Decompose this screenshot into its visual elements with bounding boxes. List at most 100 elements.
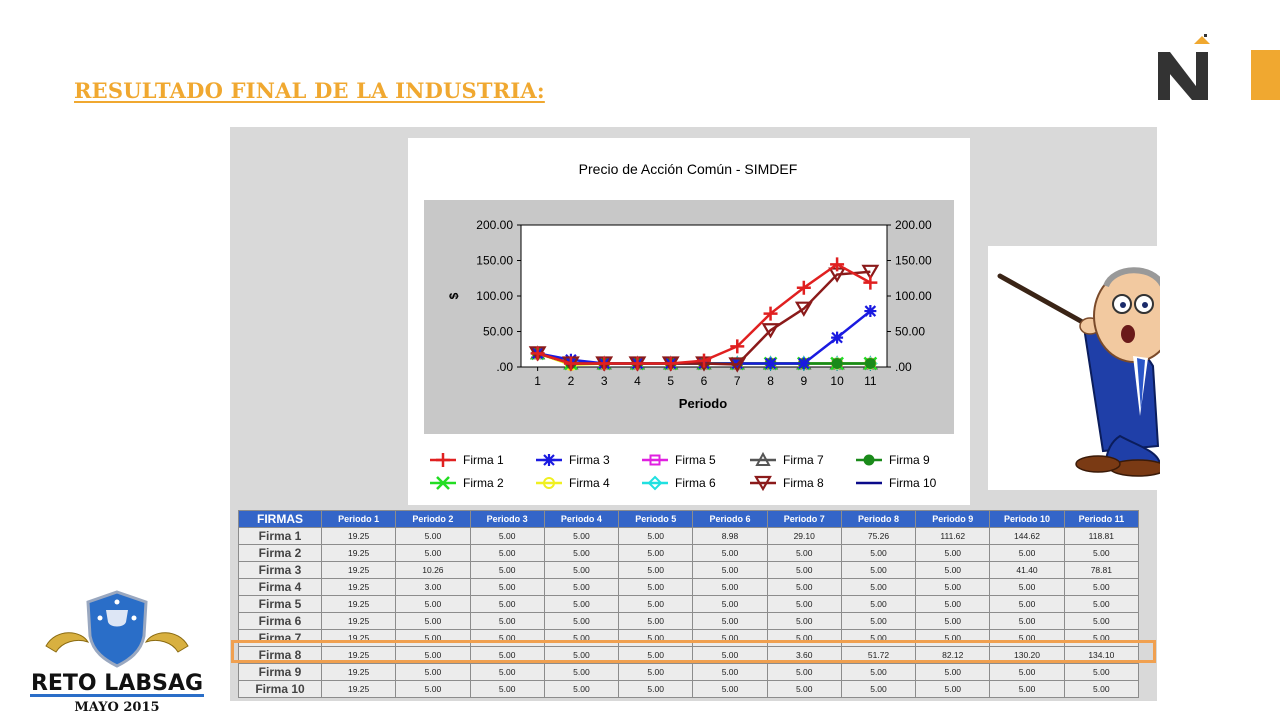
table-cell: 19.25 bbox=[320, 663, 397, 681]
professor-illustration-icon bbox=[988, 246, 1160, 490]
data-point bbox=[730, 339, 745, 354]
legend-marker bbox=[543, 454, 555, 466]
table-cell: 5.00 bbox=[840, 544, 917, 562]
legend-label: Firma 6 bbox=[675, 476, 716, 490]
table-cell: 75.26 bbox=[840, 527, 917, 545]
table-cell: 19.25 bbox=[320, 595, 397, 613]
table-cell: 5.00 bbox=[766, 612, 842, 630]
table-cell: 5.00 bbox=[395, 612, 471, 630]
table-cell: 5.00 bbox=[618, 663, 694, 681]
column-header: Periodo 1 bbox=[320, 510, 397, 528]
table-cell: 19.25 bbox=[320, 578, 397, 596]
table-cell: 5.00 bbox=[692, 544, 768, 562]
table-cell: 5.00 bbox=[766, 578, 842, 596]
row-firm-name: Firma 10 bbox=[238, 680, 322, 698]
data-point bbox=[597, 356, 612, 371]
legend-marker bbox=[754, 475, 772, 492]
y-tick-label-right: 200.00 bbox=[895, 218, 932, 232]
legend-item-6: Firma 6 bbox=[642, 475, 716, 491]
legend-item-8: Firma 8 bbox=[750, 475, 824, 492]
column-header: Periodo 6 bbox=[692, 510, 768, 528]
table-cell: 51.72 bbox=[840, 646, 917, 664]
chart-container: Precio de Acción Común - SIMDEF .00 50.00… bbox=[408, 138, 970, 505]
table-cell: 5.00 bbox=[618, 544, 694, 562]
table-cell: 5.00 bbox=[766, 544, 842, 562]
legend-label: Firma 7 bbox=[783, 453, 824, 467]
x-tick-label: 4 bbox=[634, 374, 641, 388]
table-row: Firma 4 19.25 3.00 5.00 5.00 5.00 5.00 5.00 5.00… bbox=[238, 578, 1140, 596]
legend-marker bbox=[649, 454, 661, 466]
table-cell: 5.00 bbox=[692, 578, 768, 596]
plot-area bbox=[520, 224, 888, 368]
legend-item-1: Firma 1 bbox=[430, 453, 504, 467]
column-header: Periodo 4 bbox=[543, 510, 620, 528]
table-cell: 5.00 bbox=[469, 544, 545, 562]
table-cell: 5.00 bbox=[989, 680, 1065, 698]
data-point bbox=[830, 257, 845, 272]
legend-label: Firma 8 bbox=[783, 476, 824, 490]
table-body: Firma 1 19.25 5.00 5.00 5.00 5.00 8.98 29.10 75.… bbox=[238, 527, 1140, 698]
legend-item-5: Firma 5 bbox=[642, 453, 716, 467]
slide-title: RESULTADO FINAL DE LA INDUSTRIA: bbox=[74, 78, 545, 103]
table-cell: 5.00 bbox=[989, 663, 1065, 681]
table-cell: 5.00 bbox=[618, 612, 694, 630]
table-cell: 19.25 bbox=[320, 527, 397, 545]
x-tick-label: 9 bbox=[800, 374, 807, 388]
table-cell: 5.00 bbox=[469, 646, 545, 664]
x-tick-label: 1 bbox=[534, 374, 541, 388]
table-cell: 5.00 bbox=[469, 595, 545, 613]
x-tick-label: 7 bbox=[734, 374, 741, 388]
legend-marker bbox=[543, 477, 555, 489]
table-cell: 5.00 bbox=[840, 663, 917, 681]
table-cell: 5.00 bbox=[395, 527, 471, 545]
highlight-frame-firma-8 bbox=[231, 640, 1156, 663]
legend-label: Firma 9 bbox=[889, 453, 930, 467]
table-cell: 5.00 bbox=[543, 544, 620, 562]
table-cell: 5.00 bbox=[543, 663, 620, 681]
legend-item-2: Firma 2 bbox=[430, 476, 504, 490]
legend-marker bbox=[436, 476, 450, 490]
legend-item-10: Firma 10 bbox=[856, 476, 937, 490]
table-cell: 5.00 bbox=[915, 561, 991, 579]
table-cell: 19.25 bbox=[320, 680, 397, 698]
badge-title: RETO LABSAG bbox=[31, 671, 203, 696]
legend-label: Firma 4 bbox=[569, 476, 610, 490]
accent-bar bbox=[1251, 50, 1280, 100]
data-point bbox=[863, 275, 878, 290]
table-row: Firma 2 19.25 5.00 5.00 5.00 5.00 5.00 5.00 5.00… bbox=[238, 544, 1140, 562]
data-point bbox=[728, 357, 747, 373]
table-cell: 5.00 bbox=[395, 544, 471, 562]
row-firm-name: Firma 5 bbox=[238, 595, 322, 613]
table-row: Firma 5 19.25 5.00 5.00 5.00 5.00 5.00 5.00 5.00… bbox=[238, 595, 1140, 613]
table-cell: 5.00 bbox=[915, 578, 991, 596]
table-cell: 5.00 bbox=[395, 595, 471, 613]
table-cell: 111.62 bbox=[915, 527, 991, 545]
table-cell: 5.00 bbox=[840, 612, 917, 630]
table-cell: 5.00 bbox=[766, 663, 842, 681]
data-point bbox=[697, 353, 711, 368]
table-cell: 5.00 bbox=[840, 561, 917, 579]
table-cell: 5.00 bbox=[469, 612, 545, 630]
x-tick-label: 3 bbox=[601, 374, 608, 388]
y-tick-label-right: .00 bbox=[895, 360, 912, 374]
table-cell: 144.62 bbox=[989, 527, 1065, 545]
y-tick-label-left: .00 bbox=[496, 360, 513, 374]
table-cell: 5.00 bbox=[395, 646, 471, 664]
table-cell: 5.00 bbox=[469, 527, 545, 545]
table-cell: 5.00 bbox=[469, 561, 545, 579]
table-cell: 5.00 bbox=[989, 544, 1065, 562]
table-cell: 19.25 bbox=[320, 544, 397, 562]
row-firm-name: Firma 6 bbox=[238, 612, 322, 630]
y-axis-label: $ bbox=[447, 292, 461, 299]
column-header: Periodo 11 bbox=[1063, 510, 1140, 528]
table-cell: 19.25 bbox=[320, 561, 397, 579]
table-cell: 5.00 bbox=[469, 663, 545, 681]
table-row: Firma 1 19.25 5.00 5.00 5.00 5.00 8.98 29.10 75.… bbox=[238, 527, 1140, 545]
table-cell: 8.98 bbox=[692, 527, 768, 545]
row-firm-name: Firma 3 bbox=[238, 561, 322, 579]
results-table: FIRMAS Periodo 1 Periodo 2 Periodo 3 Periodo… bbox=[238, 510, 1140, 698]
table-cell: 5.00 bbox=[692, 663, 768, 681]
table-cell: 5.00 bbox=[692, 595, 768, 613]
legend-marker bbox=[755, 451, 771, 466]
x-tick-label: 10 bbox=[830, 374, 844, 388]
